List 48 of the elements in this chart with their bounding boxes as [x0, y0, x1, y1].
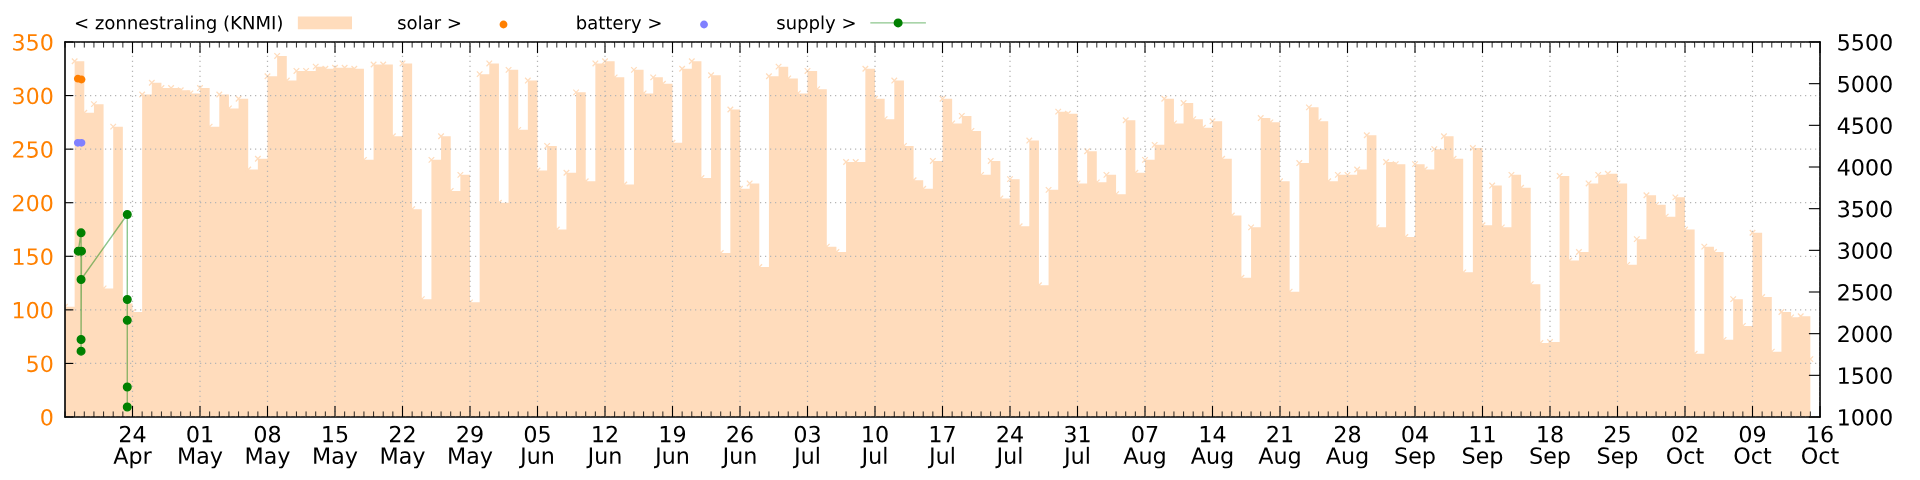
x-tick-label: 05 Jun	[518, 425, 553, 469]
y2-tick-label: 1000	[1839, 408, 1892, 426]
legend-label: supply >	[777, 15, 855, 33]
y-tick-label: 100	[13, 301, 53, 319]
x-tick-label: 08 May	[246, 425, 290, 469]
y-tick-label: 350	[13, 33, 53, 51]
x-tick-label: 02 Oct	[1667, 425, 1704, 465]
x-tick-label: 18 Sep	[1530, 425, 1570, 469]
x-tick-label: 07 Aug	[1123, 425, 1165, 469]
x-tick-label: 24 Apr	[113, 425, 152, 469]
x-tick-label: 17 Jul	[927, 426, 955, 469]
x-tick-label: 16 Oct	[1802, 425, 1839, 465]
x-tick-label: 19 Jun	[653, 425, 688, 469]
y2-tick-label: 1500	[1839, 367, 1892, 385]
x-tick-label: 04 Sep	[1395, 425, 1435, 469]
x-tick-label: 31 Jul	[1062, 425, 1090, 469]
y-tick-label: 0	[41, 408, 53, 426]
x-tick-label: 25 Sep	[1598, 425, 1638, 469]
x-tick-label: 09 Oct	[1734, 425, 1772, 465]
y2-tick-label: 3000	[1838, 242, 1892, 260]
y2-tick-label: 2500	[1838, 283, 1892, 301]
y-tick-label: 250	[13, 141, 53, 158]
x-tick-label: 29 May	[449, 425, 493, 469]
x-tick-label: 22 May	[381, 425, 425, 469]
y2-tick-label: 5000	[1838, 75, 1892, 93]
x-tick-label: 15 May	[314, 426, 358, 469]
x-tick-label: 12 Jun	[586, 425, 621, 469]
y-tick-label: 200	[13, 194, 53, 212]
y-tick-label: 300	[13, 87, 53, 105]
y2-tick-label: 5500	[1838, 33, 1892, 51]
y2-tick-label: 3500	[1838, 200, 1892, 218]
y2-tick-label: 4500	[1837, 117, 1892, 135]
x-tick-label: 10 Jul	[860, 425, 888, 469]
y2-tick-label: 4000	[1837, 158, 1892, 176]
legend-label: solar >	[398, 15, 461, 30]
x-tick-label: 21 Aug	[1258, 425, 1300, 469]
x-tick-label: 01 May	[179, 425, 223, 469]
legend-label: < zonnestraling (KNMI)	[75, 15, 282, 33]
x-tick-label: 03 Jul	[792, 425, 820, 469]
x-tick-label: 24 Jul	[995, 425, 1023, 469]
x-tick-label: 11 Sep	[1463, 426, 1503, 469]
y2-tick-label: 2000	[1838, 325, 1892, 343]
x-tick-label: 26 Jun	[721, 425, 756, 469]
x-tick-label: 28 Aug	[1325, 425, 1368, 469]
y-tick-label: 150	[13, 248, 53, 266]
x-tick-label: 14 Aug	[1190, 426, 1233, 469]
y-tick-label: 50	[27, 355, 53, 373]
legend-label: battery >	[577, 15, 661, 33]
